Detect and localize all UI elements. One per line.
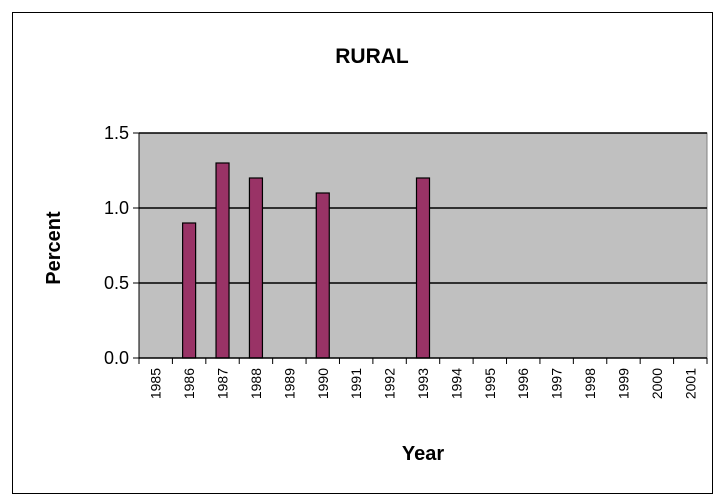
- bar-1986: [182, 222, 197, 359]
- x-tick-label: 1999: [615, 368, 631, 399]
- x-tick-label: 1987: [215, 368, 231, 399]
- y-tick-label: 1.5: [104, 123, 129, 143]
- x-tick-label: 1985: [148, 368, 164, 399]
- x-tick-label: 1994: [448, 368, 464, 399]
- bar-1987: [215, 162, 230, 359]
- x-tick-label: 2000: [649, 368, 665, 399]
- x-tick-label: 1986: [181, 368, 197, 399]
- x-tick-label: 1993: [415, 368, 431, 399]
- x-axis-label: Year: [402, 443, 444, 465]
- bar-1990: [315, 192, 330, 359]
- bars: [182, 162, 431, 359]
- x-tick-label: 1996: [515, 368, 531, 399]
- bar-1993: [415, 177, 431, 359]
- x-tick-label: 2001: [682, 368, 698, 399]
- y-axis: 0.0 0.5 1.0 1.5: [104, 123, 140, 368]
- x-axis: 1985 1986 1987 1988 1989 1990 1991 1992 1993 1994…: [138, 357, 708, 399]
- x-tick-label: 1988: [248, 368, 264, 399]
- chart-title: RURAL: [335, 45, 409, 68]
- bar-1988: [248, 177, 264, 359]
- x-tick-label: 1995: [482, 368, 498, 399]
- y-tick-label: 0.5: [104, 273, 129, 293]
- x-tick-label: 1989: [281, 368, 297, 399]
- x-tick-label: 1991: [348, 368, 364, 399]
- x-tick-label: 1990: [315, 368, 331, 399]
- x-tick-label: 1997: [549, 368, 565, 399]
- y-tick-label: 0.0: [104, 348, 129, 368]
- y-axis-label: Percent: [43, 211, 65, 285]
- y-tick-label: 1.0: [104, 198, 129, 218]
- x-tick-label: 1992: [382, 368, 398, 399]
- x-tick-label: 1998: [582, 368, 598, 399]
